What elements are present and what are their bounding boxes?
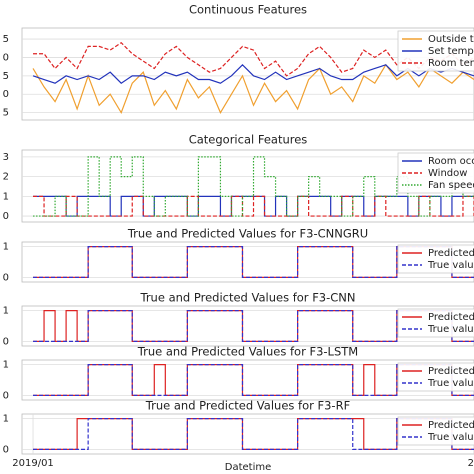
y-tick-label: 0 (3, 52, 9, 63)
legend-box (397, 362, 474, 392)
y-tick-label: 1 (3, 414, 9, 425)
chart-title: True and Predicted Values for F3-RF (145, 399, 350, 413)
y-tick-label: 0 (3, 444, 9, 455)
legend-label: Outside te (428, 34, 474, 45)
chart-title: Continuous Features (189, 3, 307, 17)
series-line (33, 246, 474, 278)
y-tick-label: 2 (3, 172, 9, 183)
y-tick-label: 1 (3, 242, 9, 253)
y-tick-label: 3 (3, 152, 9, 163)
legend-label: Fan speed (428, 180, 474, 191)
y-tick-label: 5 (3, 71, 9, 82)
y-tick-label: 5 (3, 34, 9, 45)
legend-label: True value (427, 260, 474, 271)
x-tick-label: 20 (468, 458, 474, 469)
legend-label: Predicted v (428, 312, 474, 323)
legend-label: Room occupa (428, 156, 474, 167)
legend-label: Predicted v (428, 420, 474, 431)
y-tick-label: 1 (3, 191, 9, 202)
series-line (33, 310, 474, 342)
legend-label: True value (427, 378, 474, 389)
y-tick-label: 0 (3, 211, 9, 222)
series-line (33, 364, 474, 396)
chart-title: True and Predicted Values for F3-CNN (139, 291, 355, 305)
series-line (33, 195, 474, 217)
legend-label: Predicted v (428, 248, 474, 259)
legend-label: Predicted v (428, 366, 474, 377)
y-tick-label: 0 (3, 272, 9, 283)
legend-label: Set temp (428, 46, 474, 57)
series-line (32, 63, 474, 115)
legend-label: True value (427, 432, 474, 443)
y-tick-label: 0 (3, 89, 9, 100)
legend-label: Window (428, 168, 467, 179)
y-tick-label: 0 (3, 390, 9, 401)
series-line (33, 418, 474, 450)
y-tick-label: 0 (3, 336, 9, 347)
x-axis-label: Datetime (225, 462, 272, 473)
legend-box (397, 244, 474, 274)
chart-title: True and Predicted Values for F3-CNNGRU (127, 227, 368, 241)
y-tick-label: 1 (3, 306, 9, 317)
y-tick-label: 1 (3, 360, 9, 371)
chart-title: True and Predicted Values for F3-LSTM (137, 345, 358, 359)
legend-label: Room tem (428, 58, 474, 69)
series-line (32, 63, 474, 84)
chart-title: Categorical Features (189, 133, 308, 147)
legend-box (397, 416, 474, 446)
y-tick-label: 5 (3, 108, 9, 119)
legend-label: True value (427, 324, 474, 335)
x-tick-label: 2019/01 (12, 458, 54, 469)
legend-box (397, 308, 474, 338)
